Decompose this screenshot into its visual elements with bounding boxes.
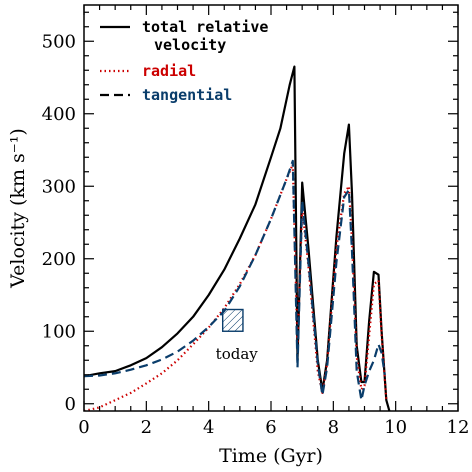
legend-label: tangential [142,86,232,104]
y-axis-label: Velocity (km s⁻¹) [7,128,29,289]
axis-tick-labels: 0 2 4 6 8 10 12 0 100 200 300 400 500 [42,31,470,438]
series-line-tangential [84,159,386,402]
x-tick-label: 6 [265,417,276,438]
series-lines [84,65,391,411]
y-tick-label: 200 [42,249,76,270]
legend-label: radial [142,62,196,80]
y-tick-label: 100 [42,321,76,342]
series-line-radial [84,163,388,411]
today-highlight-box [221,308,244,332]
x-tick-label: 2 [141,417,152,438]
annotations: today [216,308,259,363]
x-tick-label: 8 [328,417,339,438]
series-line-total [84,65,391,411]
legend-label: total relative [142,18,268,36]
legend-label: velocity [154,36,226,54]
x-tick-label: 12 [447,417,470,438]
y-tick-label: 500 [42,31,76,52]
x-tick-label: 0 [78,417,89,438]
x-axis-label: Time (Gyr) [219,445,323,467]
plot-frame [83,4,459,412]
x-tick-label: 10 [384,417,407,438]
annotation-label: today [216,345,259,363]
x-tick-label: 4 [203,417,214,438]
axis-ticks [83,5,459,411]
y-tick-label: 0 [65,394,76,415]
y-tick-label: 300 [42,176,76,197]
y-tick-label: 400 [42,104,76,125]
